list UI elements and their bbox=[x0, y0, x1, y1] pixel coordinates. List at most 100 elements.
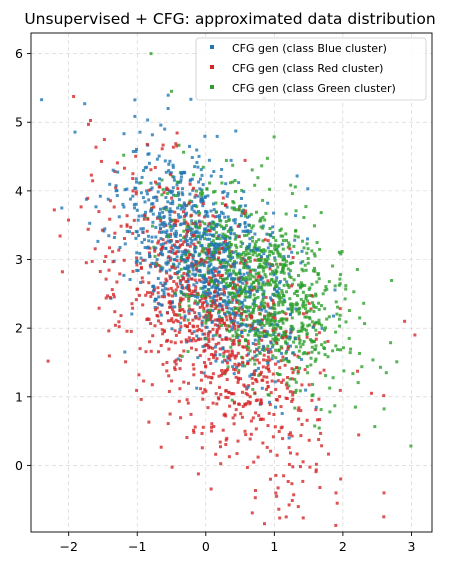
data-point-red bbox=[202, 301, 206, 304]
data-point-blue bbox=[293, 238, 297, 242]
data-point-green bbox=[229, 345, 233, 349]
data-point-blue bbox=[212, 253, 216, 257]
data-point-green bbox=[247, 346, 251, 350]
data-point-blue bbox=[106, 197, 110, 201]
data-point-green bbox=[245, 233, 249, 237]
data-point-blue bbox=[153, 195, 157, 199]
data-point-red bbox=[322, 368, 326, 372]
data-point-red bbox=[263, 522, 266, 526]
data-point-blue bbox=[176, 271, 180, 275]
data-point-blue bbox=[211, 319, 215, 323]
data-point-green bbox=[337, 250, 341, 254]
data-point-green bbox=[292, 368, 296, 372]
data-point-green bbox=[263, 315, 267, 319]
data-point-green bbox=[275, 262, 278, 266]
data-point-green bbox=[322, 346, 326, 350]
data-point-red bbox=[185, 325, 189, 328]
data-point-green bbox=[204, 337, 208, 341]
data-point-green bbox=[247, 305, 251, 309]
data-point-green bbox=[245, 260, 249, 264]
data-point-red bbox=[218, 321, 222, 325]
data-point-blue bbox=[228, 358, 232, 362]
data-point-red bbox=[300, 383, 304, 387]
data-point-blue bbox=[162, 293, 166, 296]
data-point-green bbox=[253, 251, 257, 255]
data-point-red bbox=[224, 389, 228, 393]
data-point-green bbox=[247, 274, 251, 278]
data-point-blue bbox=[128, 230, 131, 234]
data-point-green bbox=[348, 351, 352, 355]
data-point-green bbox=[232, 207, 236, 211]
data-point-red bbox=[199, 337, 203, 341]
data-point-blue bbox=[260, 386, 264, 390]
data-point-blue bbox=[154, 246, 158, 250]
data-point-blue bbox=[206, 214, 210, 218]
data-point-blue bbox=[139, 227, 143, 231]
data-point-red bbox=[104, 296, 108, 300]
data-point-red bbox=[173, 341, 177, 345]
data-point-blue bbox=[239, 280, 242, 284]
data-point-green bbox=[257, 271, 261, 275]
data-point-green bbox=[209, 226, 213, 229]
data-point-blue bbox=[231, 365, 235, 369]
data-point-green bbox=[308, 294, 312, 298]
data-point-green bbox=[312, 305, 316, 309]
data-point-red bbox=[112, 295, 116, 299]
data-point-blue bbox=[171, 189, 174, 193]
data-point-green bbox=[303, 263, 307, 267]
data-point-red bbox=[170, 317, 174, 321]
data-point-blue bbox=[216, 290, 220, 294]
data-point-green bbox=[288, 337, 292, 341]
data-point-blue bbox=[162, 215, 166, 218]
data-point-red bbox=[215, 331, 219, 335]
data-point-green bbox=[304, 328, 308, 332]
data-point-blue bbox=[154, 297, 158, 301]
data-point-red bbox=[251, 381, 255, 385]
data-point-blue bbox=[208, 233, 212, 237]
data-point-red bbox=[172, 310, 176, 314]
data-point-green bbox=[282, 300, 286, 304]
data-point-blue bbox=[213, 345, 217, 349]
data-point-green bbox=[333, 284, 337, 288]
data-point-green bbox=[241, 276, 245, 280]
data-point-green bbox=[276, 245, 280, 249]
data-point-blue bbox=[262, 289, 266, 293]
data-point-blue bbox=[263, 335, 267, 338]
data-point-red bbox=[160, 147, 164, 151]
data-point-red bbox=[291, 390, 295, 394]
data-point-blue bbox=[192, 209, 196, 213]
data-point-red bbox=[192, 222, 196, 225]
data-point-red bbox=[246, 361, 250, 365]
data-point-green bbox=[276, 293, 280, 297]
data-point-blue bbox=[217, 287, 221, 291]
data-point-blue bbox=[167, 162, 171, 166]
data-point-red bbox=[131, 269, 135, 273]
data-point-red bbox=[291, 393, 295, 397]
data-point-blue bbox=[212, 227, 216, 230]
data-point-blue bbox=[205, 237, 209, 241]
data-point-red bbox=[172, 320, 175, 324]
data-point-blue bbox=[268, 347, 272, 351]
data-point-red bbox=[209, 353, 213, 356]
data-point-blue bbox=[261, 344, 265, 348]
data-point-blue bbox=[230, 300, 234, 304]
data-point-blue bbox=[234, 366, 238, 369]
data-point-green bbox=[305, 352, 309, 356]
data-point-blue bbox=[175, 232, 178, 236]
data-point-red bbox=[153, 324, 157, 328]
data-point-red bbox=[193, 263, 197, 267]
data-point-blue bbox=[193, 165, 197, 169]
data-point-blue bbox=[278, 281, 281, 285]
data-point-red bbox=[138, 347, 142, 351]
data-point-blue bbox=[200, 173, 204, 177]
data-point-red bbox=[202, 307, 206, 310]
data-point-green bbox=[234, 335, 238, 339]
data-point-red bbox=[231, 286, 235, 290]
data-point-red bbox=[178, 367, 182, 371]
data-point-green bbox=[187, 295, 191, 299]
data-point-green bbox=[254, 327, 258, 331]
data-point-green bbox=[236, 255, 240, 259]
data-point-blue bbox=[125, 230, 129, 233]
data-point-blue bbox=[143, 166, 147, 170]
data-point-blue bbox=[195, 386, 199, 390]
